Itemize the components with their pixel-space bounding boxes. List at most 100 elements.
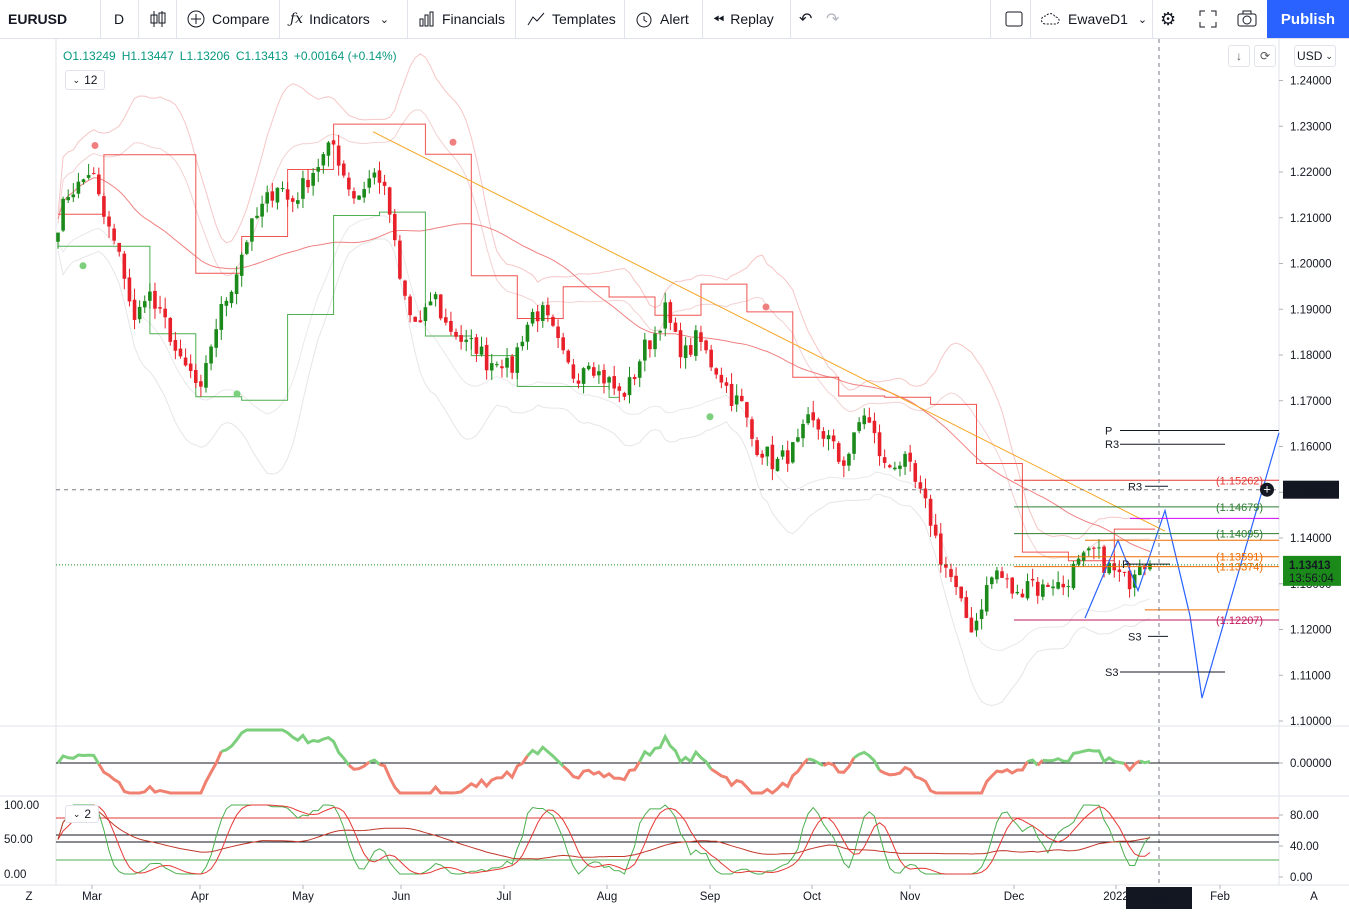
snapshot-button[interactable] — [1236, 0, 1258, 38]
currency-label: USD — [1297, 49, 1323, 63]
stop-marker-green — [79, 262, 87, 270]
currency-button[interactable]: USD ⌄ — [1294, 45, 1336, 67]
upper-band-outer — [57, 53, 1151, 540]
candle-body — [275, 187, 280, 203]
candle-body — [1056, 582, 1060, 589]
candle-body — [785, 450, 790, 464]
x-tick-label: Feb — [1210, 891, 1230, 903]
candle-body — [627, 377, 632, 396]
candle-body — [500, 366, 504, 369]
candle-body — [219, 304, 224, 330]
candle-body — [137, 306, 142, 320]
publish-button[interactable]: Publish — [1267, 0, 1349, 38]
candle-body — [811, 412, 816, 421]
oscillator-segment — [56, 753, 101, 765]
candle-body — [347, 177, 351, 190]
candle-body — [142, 301, 147, 308]
candle-body — [602, 369, 606, 384]
x-tick-label: Oct — [803, 891, 822, 903]
layout-name-button[interactable]: EwaveD1 ⌄ — [1040, 0, 1147, 38]
candle-body — [551, 316, 555, 326]
candle-body — [791, 442, 795, 463]
candle-body — [755, 440, 759, 456]
fullscreen-button[interactable] — [1198, 0, 1218, 38]
candle-body — [158, 307, 162, 309]
chevron-down-icon: ⌄ — [379, 13, 389, 26]
stochastic-input-box[interactable]: ⌄ 2 — [65, 805, 99, 823]
interval-button[interactable]: D — [114, 0, 124, 38]
candle-body — [576, 380, 581, 384]
settings-button[interactable]: ⚙ — [1160, 0, 1176, 38]
candle-body — [163, 308, 167, 318]
undo-button[interactable]: ↶ — [799, 0, 812, 38]
chart-type-button[interactable] — [148, 0, 168, 38]
trend-line — [372, 131, 1166, 532]
candle-body — [357, 195, 361, 200]
stoch-right-tick: 0.00 — [1290, 872, 1312, 884]
arrow-down-icon: ↓ — [1236, 49, 1242, 63]
candle-body — [745, 402, 749, 418]
candle-body — [433, 294, 438, 300]
candle-body — [132, 299, 137, 320]
candle-body — [1107, 562, 1111, 574]
candle-body — [918, 482, 923, 489]
candle-body — [990, 577, 994, 585]
reset-button[interactable]: ⟳ — [1254, 45, 1276, 67]
templates-button[interactable]: Templates — [526, 0, 616, 38]
candle-body — [933, 524, 938, 536]
indicator-input-box[interactable]: ⌄ 12 — [65, 70, 105, 90]
oscillator-segment — [853, 750, 881, 772]
candle-body — [535, 311, 540, 322]
candle-body — [408, 296, 412, 316]
candle-body — [76, 181, 81, 194]
alert-button[interactable]: Alert — [634, 0, 689, 38]
last-price-label: 1.13413 — [1289, 560, 1331, 572]
oscillator-segment — [526, 745, 565, 768]
replay-button[interactable]: ⏪︎ Replay — [713, 0, 774, 38]
candle-body — [699, 332, 703, 342]
candle-body — [597, 371, 601, 376]
candle-body — [61, 198, 65, 231]
candle-body — [306, 179, 310, 188]
candle-body — [331, 140, 336, 145]
candle-body — [607, 377, 611, 383]
candle-body — [622, 392, 627, 397]
candle-body — [862, 415, 867, 425]
candle-body — [612, 376, 617, 389]
oscillator-segment — [379, 755, 529, 795]
scroll-down-button[interactable]: ↓ — [1228, 45, 1250, 67]
undo-icon: ↶ — [799, 11, 813, 28]
candle-body — [668, 302, 673, 323]
templates-icon — [527, 12, 545, 26]
stop-marker-red — [449, 138, 457, 146]
candle-body — [709, 349, 713, 368]
candle-body — [1061, 583, 1066, 588]
x-tick-label: Dec — [1004, 891, 1025, 903]
candle-body — [326, 142, 331, 156]
publish-label: Publish — [1280, 10, 1336, 28]
candle-body — [954, 575, 958, 588]
symbol-search[interactable]: EURUSD — [8, 0, 67, 38]
candle-body — [265, 192, 270, 204]
oscillator-segment — [1139, 759, 1151, 765]
compare-button[interactable]: Compare — [186, 0, 270, 38]
redo-button[interactable]: ↷ — [826, 0, 839, 38]
low-value: L1.13206 — [179, 49, 230, 63]
candle-body — [831, 435, 836, 442]
candle-body — [290, 198, 295, 202]
candle-body — [673, 322, 678, 332]
indicators-button[interactable]: ƒx Indicators ⌄ — [290, 0, 389, 38]
candle-body — [398, 240, 402, 279]
candle-body — [928, 498, 933, 526]
candle-body — [224, 300, 229, 306]
candle-body — [1035, 581, 1040, 596]
candle-body — [428, 301, 433, 306]
candle-body — [438, 294, 443, 319]
x-tick-label: Aug — [597, 891, 617, 903]
candle-body — [1086, 548, 1091, 551]
candle-body — [581, 368, 586, 384]
last-price-badge — [1283, 555, 1341, 586]
layout-toggle-button[interactable] — [1004, 0, 1024, 38]
financials-button[interactable]: Financials — [418, 0, 505, 38]
